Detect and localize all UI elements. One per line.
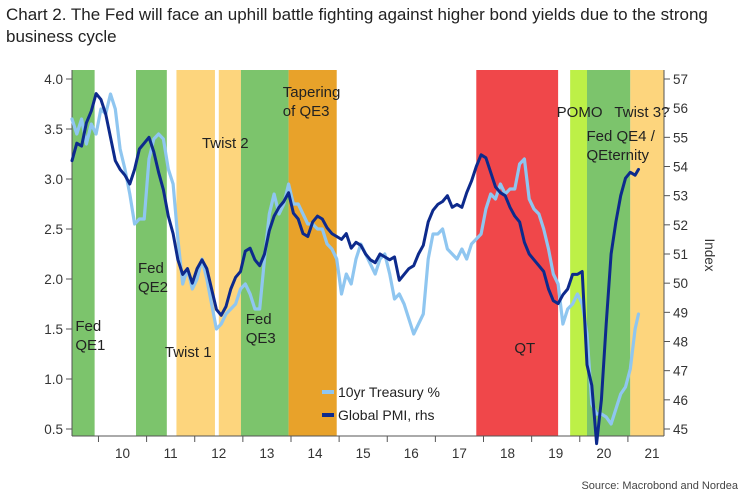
left-tick-label: 0.5	[44, 422, 63, 437]
right-tick-label: 49	[673, 305, 688, 320]
band-6	[476, 70, 559, 436]
right-tick-label: 53	[673, 189, 688, 204]
band-label-8: Fed QE4 / QEternity	[587, 128, 656, 164]
right-tick-label: 52	[673, 218, 688, 233]
band-1	[136, 70, 167, 436]
band-label-line: of QE3	[283, 103, 330, 120]
x-tick-label: 21	[644, 446, 659, 461]
band-labels: Fed QE1 Fed QE2 Twist 1 Twist 2 Fed QE3 Tapering…	[75, 84, 669, 361]
x-tick-label: 13	[259, 446, 274, 461]
band-label-line: Fed	[75, 318, 101, 335]
legend-label-1: Global PMI, rhs	[338, 407, 434, 423]
right-tick-label: 54	[673, 160, 689, 175]
band-label-1: Fed QE2	[138, 260, 168, 296]
left-tick-label: 2.0	[44, 272, 63, 287]
right-tick-label: 57	[673, 72, 688, 87]
band-7	[570, 70, 587, 436]
band-label-line: Twist 2	[202, 135, 249, 152]
right-tick-label: 55	[673, 130, 688, 145]
band-label-line: Fed	[138, 260, 164, 277]
band-0	[72, 70, 95, 436]
band-3	[218, 70, 241, 436]
band-5	[288, 70, 337, 436]
right-tick-label: 46	[673, 393, 688, 408]
right-tick-label: 50	[673, 276, 688, 291]
source-note: Source: Macrobond and Nordea	[581, 480, 738, 492]
x-tick-label: 15	[356, 446, 371, 461]
band-label-2: Twist 1	[165, 344, 212, 361]
band-8	[586, 70, 631, 436]
policy-bands	[72, 70, 664, 436]
legend-label-0: 10yr Treasury %	[338, 384, 440, 400]
band-label-line: QE2	[138, 279, 168, 296]
band-label-line: QEternity	[587, 147, 650, 164]
right-tick-label: 56	[673, 101, 688, 116]
band-label-7: POMO	[557, 104, 603, 121]
x-tick-label: 14	[308, 446, 324, 461]
series-lines	[70, 92, 641, 446]
x-tick-label: 19	[548, 446, 563, 461]
right-axis-title: Index	[702, 238, 717, 271]
left-tick-label: 1.0	[44, 372, 63, 387]
right-tick-label: 48	[673, 335, 688, 350]
band-label-line: QE1	[75, 337, 105, 354]
x-tick-label: 20	[596, 446, 611, 461]
band-label-6: QT	[514, 340, 535, 357]
left-tick-label: 1.5	[44, 322, 63, 337]
left-tick-label: 3.0	[44, 172, 63, 187]
series-line-1	[70, 92, 640, 446]
band-label-4: Fed QE3	[246, 311, 276, 347]
band-label-line: QE3	[246, 330, 276, 347]
band-9	[630, 70, 664, 436]
x-tick-label: 12	[211, 446, 226, 461]
x-tick-label: 17	[452, 446, 467, 461]
band-label-line: POMO	[557, 104, 603, 121]
band-label-line: QT	[514, 340, 535, 357]
right-tick-label: 51	[673, 247, 688, 262]
band-label-3: Twist 2	[202, 135, 249, 152]
left-tick-label: 4.0	[44, 72, 63, 87]
chart-title: Chart 2. The Fed will face an uphill bat…	[6, 5, 708, 46]
right-tick-label: 47	[673, 364, 688, 379]
band-label-line: Twist 3?	[614, 104, 669, 121]
right-tick-label: 45	[673, 422, 688, 437]
x-tick-label: 16	[404, 446, 419, 461]
band-label-line: Tapering	[283, 84, 341, 101]
band-label-line: Fed QE4 /	[587, 128, 656, 145]
band-label-5: Tapering of QE3	[283, 84, 341, 120]
x-tick-label: 10	[115, 446, 130, 461]
legend: 10yr Treasury % Global PMI, rhs	[322, 384, 440, 423]
band-label-line: Fed	[246, 311, 272, 328]
x-tick-label: 18	[500, 446, 515, 461]
band-2	[176, 70, 215, 436]
x-tick-label: 11	[164, 446, 178, 461]
left-tick-label: 2.5	[44, 222, 63, 237]
band-label-9: Twist 3?	[614, 104, 669, 121]
left-tick-label: 3.5	[44, 122, 63, 137]
axes: 0.5 1.0 1.5 2.0 2.5 3.0 3.5 4.0 45 46 47 48 49 50 51 52…	[44, 70, 717, 461]
band-label-line: Twist 1	[165, 344, 212, 361]
band-label-0: Fed QE1	[75, 318, 105, 354]
series-line-0	[70, 92, 641, 426]
